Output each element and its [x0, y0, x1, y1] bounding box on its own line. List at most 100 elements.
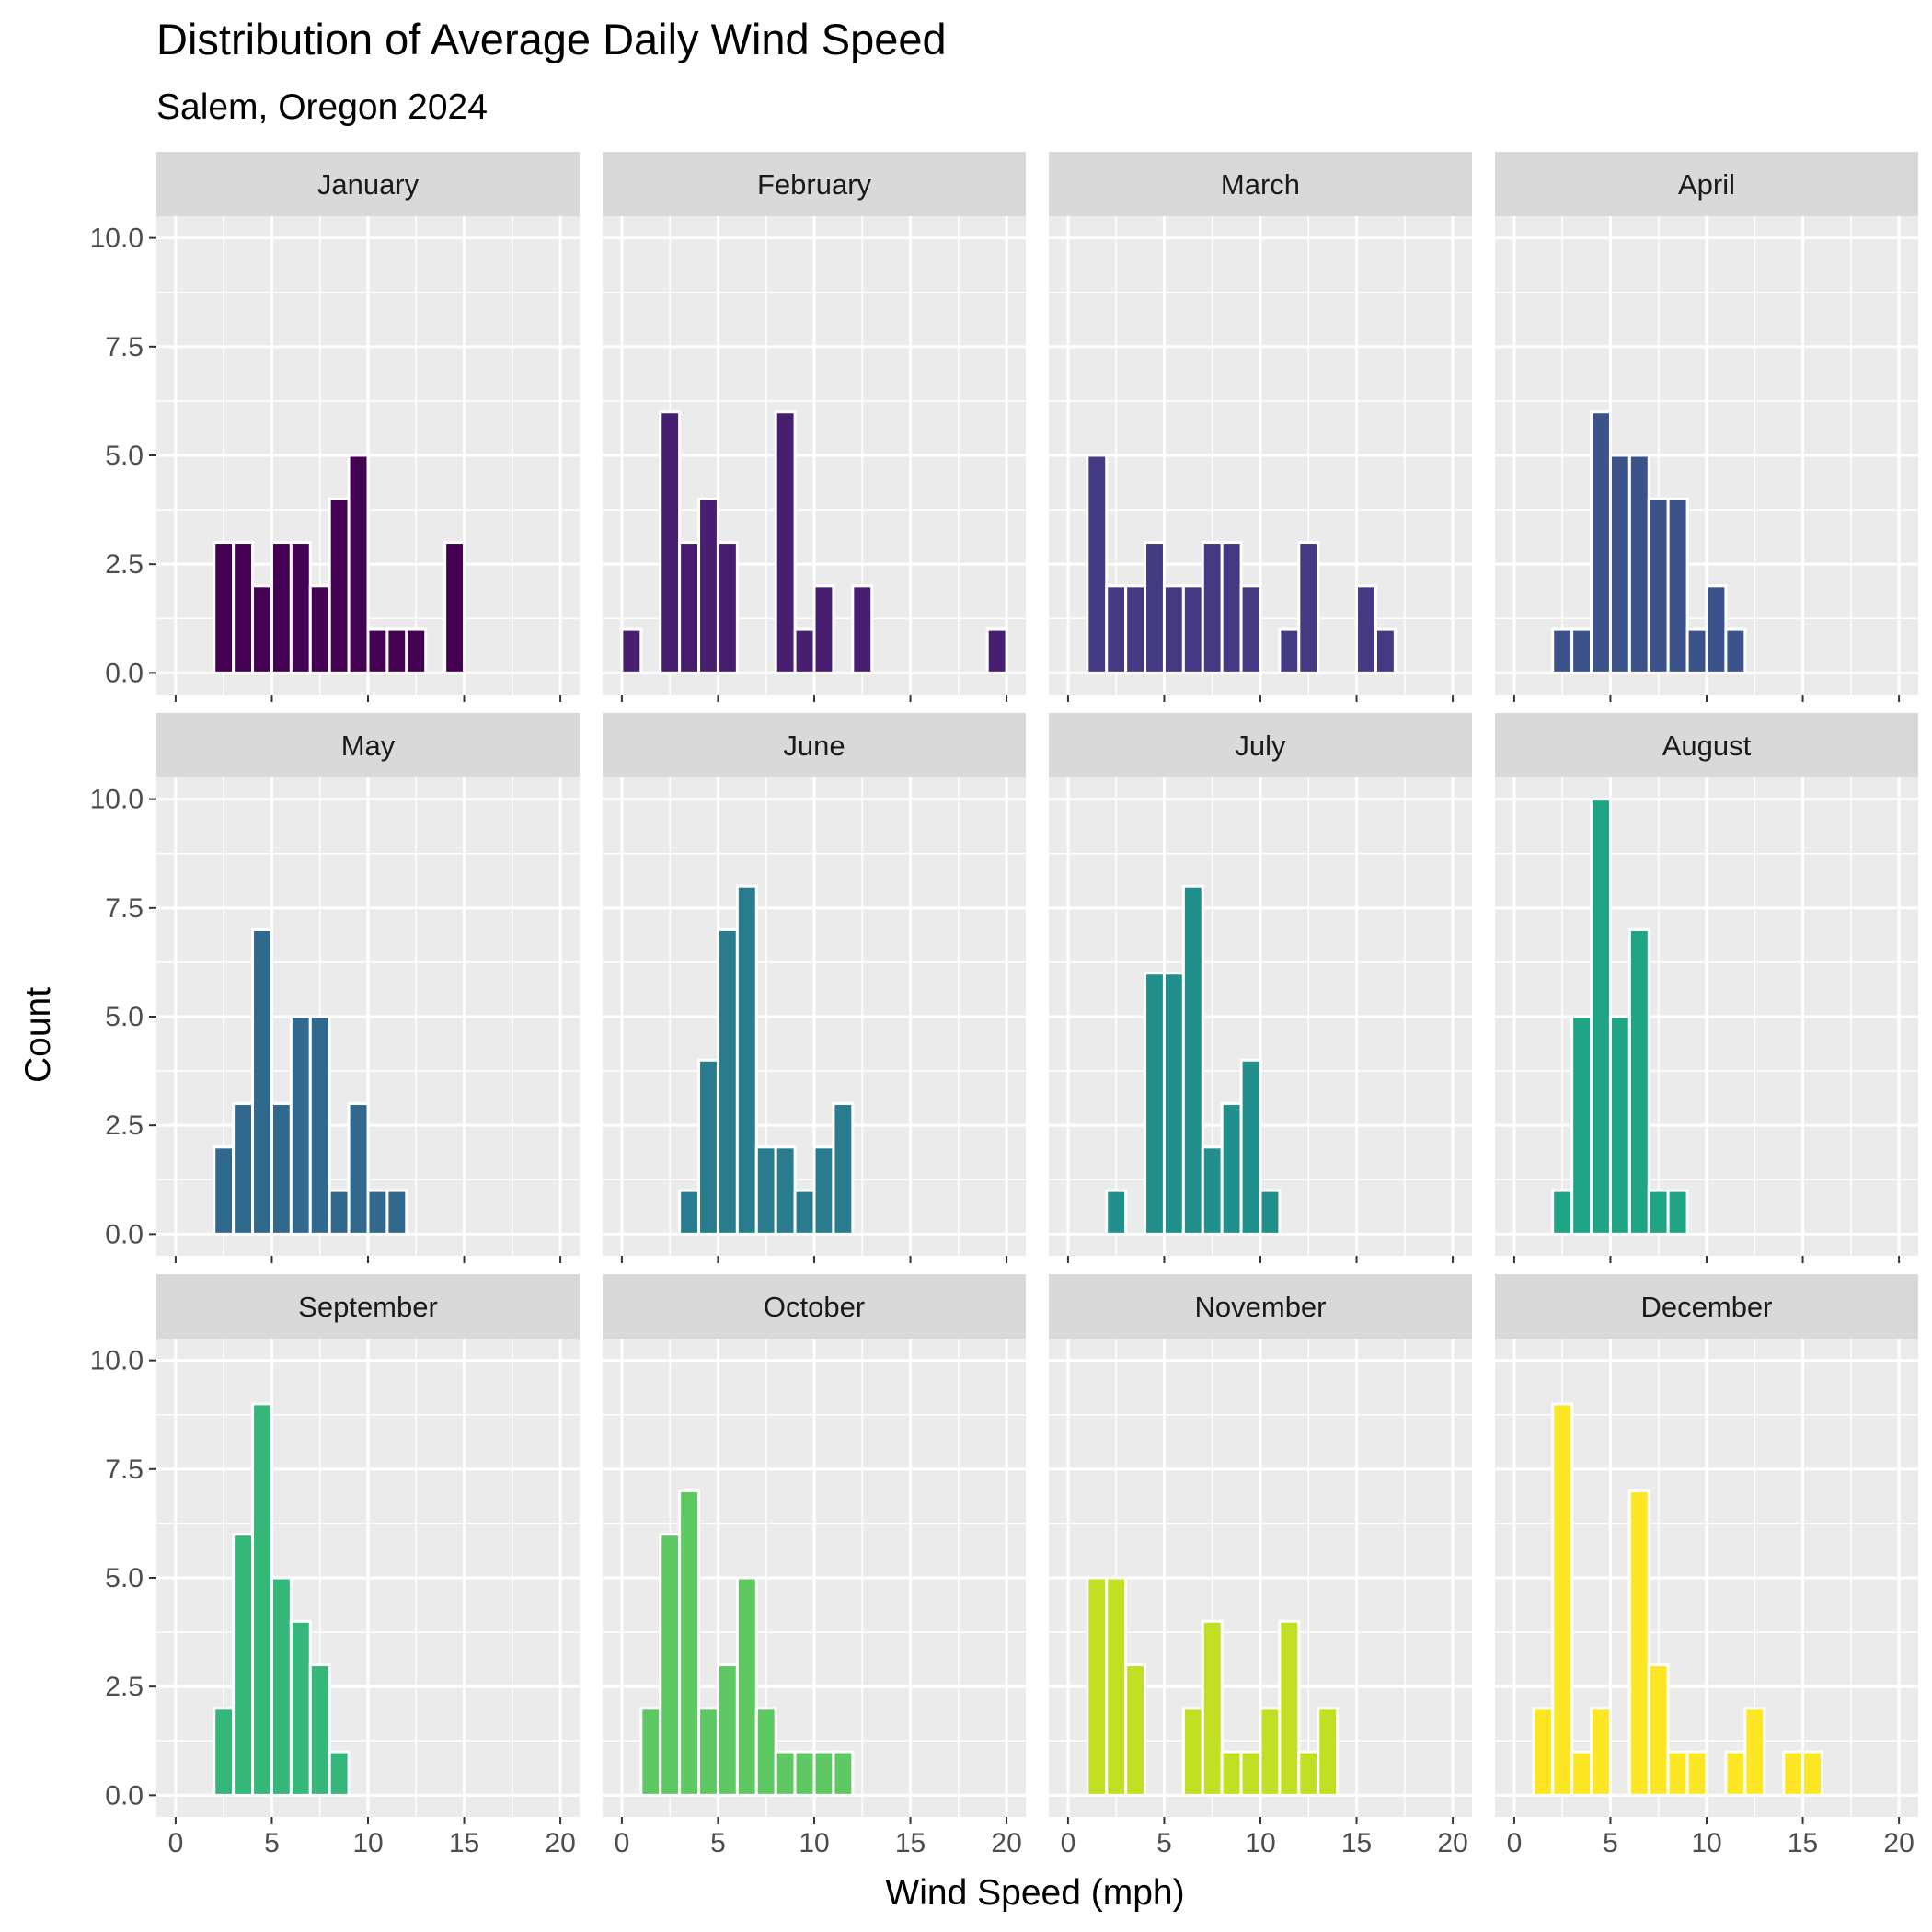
panel-december: December 0 5 10 15 20	[1495, 1274, 1918, 1858]
panel-january: January 0.0 2.5 5.0 7.5 10.0	[90, 152, 580, 702]
histogram-bar	[213, 1145, 236, 1236]
panel-september: September 0.0 2.5 5.0 7.5 10.0 0 5 10 15 20	[90, 1274, 580, 1858]
strip-april	[1495, 152, 1918, 216]
histogram-bar	[639, 1707, 662, 1797]
y-tick-label: 0.0	[105, 658, 144, 688]
x-tick-label: 20	[545, 1828, 575, 1858]
strip-january	[156, 152, 580, 216]
histogram-bar	[812, 1750, 835, 1797]
panel-march: March	[1049, 152, 1472, 702]
histogram-bar	[328, 497, 351, 674]
histogram-bar	[1297, 541, 1320, 674]
histogram-bar	[1105, 1576, 1128, 1797]
y-tick-label: 0.0	[105, 1219, 144, 1249]
histogram-bar	[270, 1576, 293, 1797]
histogram-bar	[716, 927, 739, 1236]
histogram-bar	[1297, 1750, 1320, 1797]
histogram-bar	[1608, 1015, 1631, 1236]
histogram-bar	[620, 627, 643, 674]
strip-label-april: April	[1678, 168, 1735, 201]
histogram-bar	[405, 627, 428, 674]
x-tick-label: 5	[1156, 1828, 1172, 1858]
histogram-bar	[1374, 627, 1397, 674]
histogram-bar	[1782, 1750, 1805, 1797]
strip-label-march: March	[1221, 168, 1300, 201]
histogram-bar	[1705, 584, 1728, 674]
x-tick-label: 10	[1691, 1828, 1721, 1858]
strip-label-may: May	[341, 730, 396, 762]
histogram-bar	[1162, 584, 1185, 674]
x-tick-label: 5	[710, 1828, 726, 1858]
histogram-bar	[308, 1663, 331, 1797]
histogram-bar	[1590, 1707, 1612, 1797]
histogram-bar	[347, 1102, 370, 1236]
panel-november: November 0 5 10 15 20	[1049, 1274, 1472, 1858]
histogram-bar	[308, 584, 331, 674]
strip-label-july: July	[1235, 730, 1286, 762]
strip-label-november: November	[1195, 1291, 1327, 1323]
histogram-bar	[1647, 497, 1670, 674]
strip-september	[156, 1274, 580, 1339]
histogram-bar	[1278, 627, 1301, 674]
x-tick-label: 5	[1603, 1828, 1618, 1858]
histogram-bar	[735, 1576, 758, 1797]
histogram-bar	[1724, 1750, 1747, 1797]
histogram-bar	[1124, 584, 1147, 674]
histogram-bar	[1144, 972, 1166, 1236]
histogram-bar	[1666, 1750, 1689, 1797]
strip-label-february: February	[757, 168, 872, 201]
histogram-bar	[1201, 541, 1224, 674]
x-tick-label: 20	[1883, 1828, 1914, 1858]
x-tick-label: 5	[264, 1828, 280, 1858]
strip-may	[156, 713, 580, 777]
x-tick-label: 15	[895, 1828, 926, 1858]
histogram-bar	[1317, 1707, 1340, 1797]
x-tick-label: 10	[352, 1828, 383, 1858]
histogram-bar	[1220, 1102, 1243, 1236]
histogram-bar	[985, 627, 1008, 674]
strip-february	[603, 152, 1026, 216]
histogram-bar	[1201, 1145, 1224, 1236]
strip-august	[1495, 713, 1918, 777]
histogram-bar	[1551, 627, 1574, 674]
x-tick-label: 20	[991, 1828, 1021, 1858]
histogram-bar	[1355, 584, 1377, 674]
x-tick-label: 0	[168, 1828, 184, 1858]
histogram-bar	[851, 584, 874, 674]
strip-march	[1049, 152, 1472, 216]
histogram-bar	[289, 1015, 312, 1236]
y-tick-label: 5.0	[105, 1002, 144, 1032]
histogram-bar	[774, 410, 797, 674]
y-tick-label: 10.0	[90, 785, 144, 815]
histogram-bar	[774, 1145, 797, 1236]
histogram-bar	[1181, 584, 1204, 674]
histogram-bar	[697, 1707, 719, 1797]
histogram-bar	[697, 497, 719, 674]
histogram-bar	[1105, 584, 1128, 674]
histogram-bar	[1201, 1619, 1224, 1797]
histogram-bar	[1239, 1750, 1262, 1797]
histogram-bar	[1181, 1707, 1204, 1797]
panel-may: May 0.0 2.5 5.0 7.5 10.0	[90, 713, 580, 1263]
x-tick-label: 10	[1245, 1828, 1275, 1858]
histogram-bar	[697, 1058, 719, 1236]
strip-label-june: June	[783, 730, 845, 762]
histogram-bar	[213, 541, 236, 674]
x-axis-title: Wind Speed (mph)	[885, 1873, 1184, 1913]
histogram-bar	[1105, 1189, 1128, 1236]
x-tick-label: 10	[799, 1828, 829, 1858]
histogram-bar	[213, 1707, 236, 1797]
histogram-bar	[328, 1189, 351, 1236]
histogram-bar	[1278, 1619, 1301, 1797]
x-tick-label: 0	[1507, 1828, 1523, 1858]
histogram-bar	[754, 1707, 777, 1797]
histogram-bar	[1259, 1707, 1282, 1797]
histogram-bar	[1801, 1750, 1823, 1797]
y-tick-label: 0.0	[105, 1780, 144, 1811]
y-tick-label: 7.5	[105, 893, 144, 924]
histogram-bar	[659, 1533, 682, 1797]
x-tick-label: 15	[1788, 1828, 1818, 1858]
histogram-bar	[812, 1145, 835, 1236]
histogram-bar	[366, 627, 389, 674]
